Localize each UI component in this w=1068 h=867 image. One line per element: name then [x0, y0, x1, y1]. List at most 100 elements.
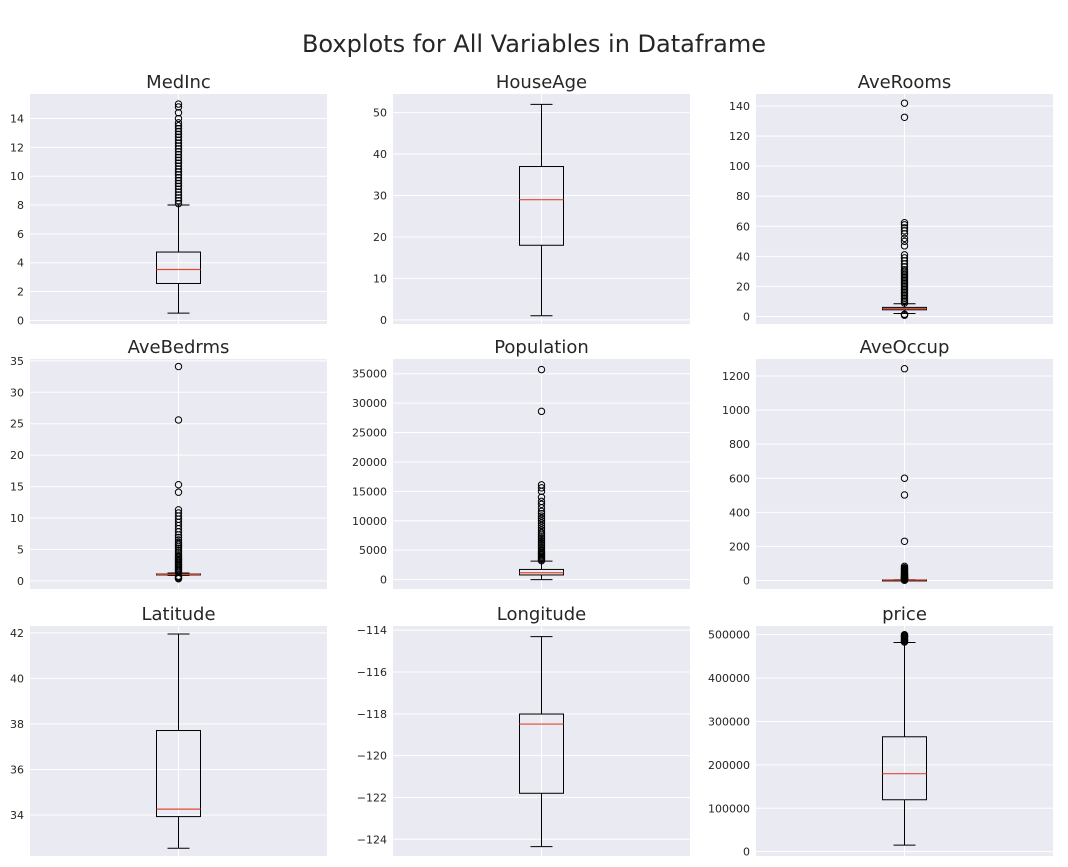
y-tick-label: 5 [17, 543, 24, 556]
outlier-point [174, 194, 183, 202]
y-tick-label: 0 [380, 574, 387, 587]
outlier-point [174, 362, 183, 371]
y-tick-label: 20 [373, 231, 387, 244]
outlier-point [174, 488, 183, 496]
y-tick-label: 300000 [708, 715, 750, 728]
y-tick-label: 400 [729, 506, 750, 519]
y-tick-label: 0 [380, 314, 387, 327]
panel-title: HouseAge [496, 72, 587, 93]
outlier-point [174, 176, 183, 185]
outlier-point [174, 109, 183, 117]
outlier-point [537, 514, 546, 523]
y-tick-label: 0 [17, 575, 24, 588]
iqr-box [519, 166, 564, 246]
outlier-point [174, 551, 183, 560]
y-tick-label: 20 [10, 449, 24, 462]
y-tick-label: 30 [10, 386, 24, 399]
outlier-point [537, 484, 546, 492]
y-tick-label: 2 [17, 286, 24, 299]
y-tick-label: 20 [736, 280, 750, 293]
outlier-point [174, 162, 183, 170]
outlier-point [174, 480, 183, 489]
y-tick-label: 14 [10, 113, 24, 126]
outlier-point [900, 99, 909, 107]
outlier-point [174, 506, 183, 514]
outlier-point [174, 548, 183, 556]
outlier-point [900, 562, 909, 571]
y-tick-label: 200 [729, 540, 750, 553]
outlier-point [174, 538, 183, 547]
y-tick-label: −114 [357, 624, 387, 637]
y-tick-label: 36 [10, 763, 24, 776]
y-tick-label: 800 [729, 438, 750, 451]
y-tick-label: 400000 [708, 672, 750, 685]
y-tick-label: 10 [10, 512, 24, 525]
outlier-point [174, 199, 183, 208]
panel-latitude: 34 36 38 40 42 Latitude [10, 604, 327, 856]
outlier-point [174, 100, 183, 108]
panel-longitude: −124 −122 −120 −118 −116 −114 Longitude [357, 604, 690, 856]
outlier-point [174, 119, 183, 127]
outlier-point [537, 365, 546, 374]
outlier-point [174, 173, 183, 182]
outlier-point [174, 179, 183, 188]
y-tick-label: 40 [736, 250, 750, 263]
outlier-point [900, 491, 909, 499]
figure-title: Boxplots for All Variables in Dataframe [302, 30, 766, 58]
outlier-point [174, 165, 183, 173]
outlier-point [900, 310, 909, 318]
outlier-point [174, 136, 183, 144]
outlier-point [174, 147, 183, 156]
panel-population: 0 5000 10000 15000 20000 25000 30000 35000 Popul… [352, 337, 690, 589]
y-tick-label: −120 [357, 750, 387, 763]
outlier-point [174, 142, 183, 150]
panel-price: 0 100000 200000 300000 400000 500000 price [708, 604, 1053, 859]
y-tick-label: 35 [10, 355, 24, 368]
outlier-point [174, 550, 183, 558]
y-tick-label: 0 [743, 846, 750, 859]
panel-title: Population [494, 337, 589, 358]
outlier-point [537, 407, 546, 416]
outlier-point [174, 139, 183, 147]
outlier-point [537, 512, 546, 520]
panel-aveoccup: 0 200 400 600 800 1000 1200 AveOccup [722, 337, 1053, 589]
outlier-point [900, 630, 909, 639]
outlier-point [174, 153, 183, 162]
y-tick-label: 12 [10, 141, 24, 154]
outlier-point [174, 509, 183, 517]
panel-averooms: 0 20 40 60 80 100 120 140 AveRooms [729, 72, 1053, 324]
panel-title: AveRooms [858, 72, 952, 93]
outlier-point [174, 114, 183, 123]
y-tick-label: 0 [743, 574, 750, 587]
y-tick-label: 80 [736, 190, 750, 203]
outlier-point [174, 171, 183, 179]
outlier-point [537, 510, 546, 518]
y-tick-label: 30000 [352, 397, 387, 410]
panel-houseage: 0 10 20 30 40 50 HouseAge [373, 72, 690, 327]
panel-title: Latitude [141, 604, 215, 625]
panel-title: price [882, 604, 927, 625]
outlier-point [174, 130, 183, 139]
outlier-point [174, 145, 183, 153]
outlier-point [174, 185, 183, 193]
y-tick-label: 500000 [708, 629, 750, 642]
y-tick-label: −122 [357, 791, 387, 804]
y-tick-label: 120 [729, 130, 750, 143]
outlier-point [900, 254, 909, 262]
outlier-point [537, 497, 546, 506]
outlier-point [174, 150, 183, 159]
outlier-point [174, 159, 183, 167]
outlier-point [174, 416, 183, 424]
outlier-point [174, 122, 183, 130]
y-tick-label: 25000 [352, 427, 387, 440]
iqr-box [156, 730, 201, 818]
y-tick-label: 30 [373, 190, 387, 203]
outlier-point [537, 507, 546, 516]
y-tick-label: 1200 [722, 370, 750, 383]
panel-title: AveBedrms [128, 337, 230, 358]
outlier-point [900, 242, 909, 250]
y-tick-label: 10000 [352, 515, 387, 528]
outlier-point [537, 526, 546, 534]
y-tick-label: 600 [729, 472, 750, 485]
